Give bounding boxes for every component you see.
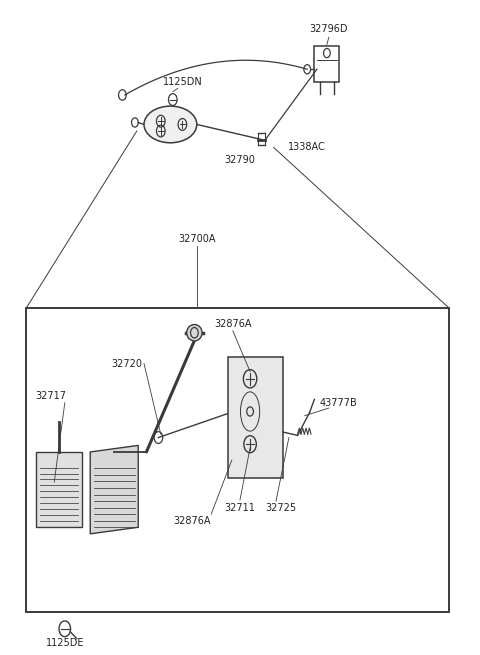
Text: 32720: 32720 xyxy=(112,358,143,369)
Text: 32717: 32717 xyxy=(35,391,66,402)
Text: 1125DN: 1125DN xyxy=(163,77,202,87)
Polygon shape xyxy=(90,445,138,534)
Bar xyxy=(314,46,339,82)
Text: 32790: 32790 xyxy=(225,155,255,166)
Text: 32725: 32725 xyxy=(265,502,296,513)
Bar xyxy=(26,308,449,612)
Polygon shape xyxy=(36,452,82,527)
Text: 32700A: 32700A xyxy=(178,234,216,244)
Text: 1338AC: 1338AC xyxy=(288,142,326,153)
Text: 32711: 32711 xyxy=(225,502,255,513)
Text: 32796D: 32796D xyxy=(310,24,348,35)
Bar xyxy=(228,357,283,478)
Text: 32876A: 32876A xyxy=(173,515,211,526)
Text: 43777B: 43777B xyxy=(320,398,357,408)
Ellipse shape xyxy=(187,325,202,341)
Ellipse shape xyxy=(144,106,197,143)
Text: 32876A: 32876A xyxy=(214,319,252,329)
Text: 1125DE: 1125DE xyxy=(46,638,84,648)
